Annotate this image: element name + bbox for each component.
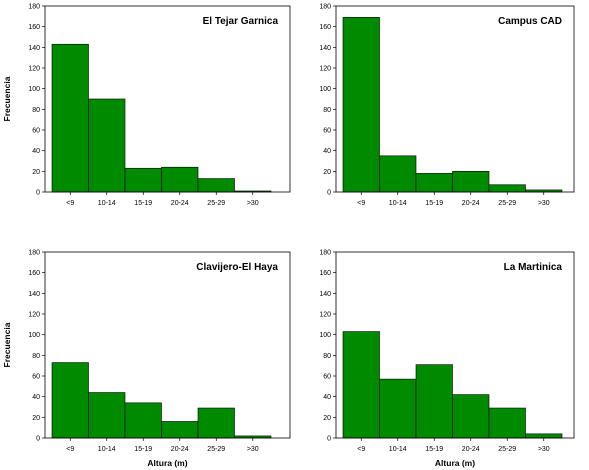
panel-2-xtick-label: 15-19: [425, 200, 443, 207]
panel-3-title: Clavijero-El Haya: [196, 262, 278, 273]
panel-4-ytick-label: 80: [323, 353, 331, 360]
panel-1-title: El Tejar Garnica: [203, 16, 279, 27]
panel-3-xtick-label: 10-14: [98, 446, 116, 453]
panel-4-ytick-label: 180: [319, 250, 331, 257]
panel-2-xtick-label: 20-24: [462, 200, 480, 207]
panel-3-ytick-label: 160: [28, 270, 40, 277]
panel-4-xtick-label: 10-14: [389, 446, 407, 453]
panel-1-ytick-label: 80: [32, 107, 40, 114]
panel-2-xtick-label: >30: [538, 200, 550, 207]
panel-1-bar-1: [51, 43, 89, 193]
panel-1-ytick-label: 120: [28, 66, 40, 73]
panel-3-xtick-label: <9: [66, 446, 74, 453]
panel-1-ylabel: Frecuencia: [2, 76, 12, 121]
panel-2-ytick-label: 40: [323, 148, 331, 155]
panel-4-bar-2: [379, 378, 417, 439]
panel-2-bar-3: [415, 173, 453, 193]
panel-4-bar-5: [488, 407, 526, 439]
panel-4-plot-frame: [335, 251, 575, 439]
panel-3-xtick-label: 15-19: [134, 446, 152, 453]
panel-4-ytick-label: 60: [323, 374, 331, 381]
panel-3-bar-3: [124, 402, 162, 439]
panel-2-ytick-label: 180: [319, 4, 331, 11]
panel-1-plot-frame: [44, 5, 291, 193]
panel-1-ytick-label: 180: [28, 4, 40, 11]
panel-1-bar-3: [124, 167, 162, 193]
panel-2-bar-1: [342, 17, 380, 193]
panel-2-ytick-label: 60: [323, 128, 331, 135]
panel-2-ytick-label: 0: [327, 190, 331, 197]
panel-1-xtick-label: 20-24: [171, 200, 189, 207]
panel-2-ytick-label: 80: [323, 107, 331, 114]
panel-4-bar-6: [525, 433, 563, 439]
panel-4-xtick-label: >30: [538, 446, 550, 453]
panel-2-xtick-label: <9: [357, 200, 365, 207]
panel-3-ylabel: Frecuencia: [2, 322, 12, 367]
panel-1-ytick-label: 40: [32, 148, 40, 155]
panel-4-xtick-label: <9: [357, 446, 365, 453]
panel-3-xlabel: Altura (m): [147, 458, 187, 468]
panel-4-xtick-label: 15-19: [425, 446, 443, 453]
panel-4-ytick-label: 100: [319, 332, 331, 339]
panel-1-ytick-label: 160: [28, 24, 40, 31]
panel-1-ytick-label: 20: [32, 169, 40, 176]
panel-3-ytick-label: 60: [32, 374, 40, 381]
panel-3-ytick-label: 120: [28, 312, 40, 319]
panel-4-xtick-label: 20-24: [462, 446, 480, 453]
panel-3-ytick-label: 140: [28, 291, 40, 298]
panel-2-ytick-label: 120: [319, 66, 331, 73]
panel-3-bar-2: [88, 392, 126, 439]
panel-1-ytick-label: 140: [28, 45, 40, 52]
panel-4-ytick-label: 0: [327, 436, 331, 443]
panel-4-ytick-label: 120: [319, 312, 331, 319]
panel-4-xtick-label: 25-29: [498, 446, 516, 453]
panel-3-bar-1: [51, 362, 89, 439]
panel-4-ytick-label: 40: [323, 394, 331, 401]
panel-2-plot-frame: [335, 5, 575, 193]
panel-4-bar-3: [415, 364, 453, 439]
panel-2-bar-4: [452, 171, 490, 193]
panel-3-xtick-label: 20-24: [171, 446, 189, 453]
panel-4-bar-1: [342, 331, 380, 439]
panel-3-ytick-label: 20: [32, 415, 40, 422]
panel-1-bar-2: [88, 98, 126, 193]
panel-4-bar-4: [452, 394, 490, 439]
panel-1-bar-5: [197, 178, 235, 193]
panel-4-ytick-label: 20: [323, 415, 331, 422]
panel-4-title: La Martinica: [504, 262, 563, 273]
panel-1-xtick-label: >30: [247, 200, 259, 207]
panel-2-title: Campus CAD: [498, 16, 562, 27]
panel-3-ytick-label: 0: [36, 436, 40, 443]
panel-2-ytick-label: 160: [319, 24, 331, 31]
panel-2-bar-5: [488, 184, 526, 193]
panel-2-ytick-label: 140: [319, 45, 331, 52]
panel-3-ytick-label: 100: [28, 332, 40, 339]
panel-1-ytick-label: 60: [32, 128, 40, 135]
panel-2-xtick-label: 25-29: [498, 200, 516, 207]
panel-3-xtick-label: >30: [247, 446, 259, 453]
panel-1-ytick-label: 100: [28, 86, 40, 93]
panel-1-bar-4: [161, 166, 199, 193]
panel-4-xlabel: Altura (m): [435, 458, 475, 468]
panel-1-xtick-label: 15-19: [134, 200, 152, 207]
panel-3-bar-5: [197, 407, 235, 439]
panel-4-ytick-label: 160: [319, 270, 331, 277]
panel-2-xtick-label: 10-14: [389, 200, 407, 207]
panel-3-xtick-label: 25-29: [207, 446, 225, 453]
panel-2-ytick-label: 100: [319, 86, 331, 93]
panel-2-ytick-label: 20: [323, 169, 331, 176]
panel-3-ytick-label: 180: [28, 250, 40, 257]
panel-3-plot-frame: [44, 251, 291, 439]
panel-1-xtick-label: <9: [66, 200, 74, 207]
panel-2-bar-2: [379, 155, 417, 193]
panel-1-xtick-label: 10-14: [98, 200, 116, 207]
panel-3-ytick-label: 80: [32, 353, 40, 360]
panel-1-ytick-label: 0: [36, 190, 40, 197]
panel-1-xtick-label: 25-29: [207, 200, 225, 207]
panel-4-ytick-label: 140: [319, 291, 331, 298]
panel-3-bar-4: [161, 421, 199, 439]
panel-3-ytick-label: 40: [32, 394, 40, 401]
